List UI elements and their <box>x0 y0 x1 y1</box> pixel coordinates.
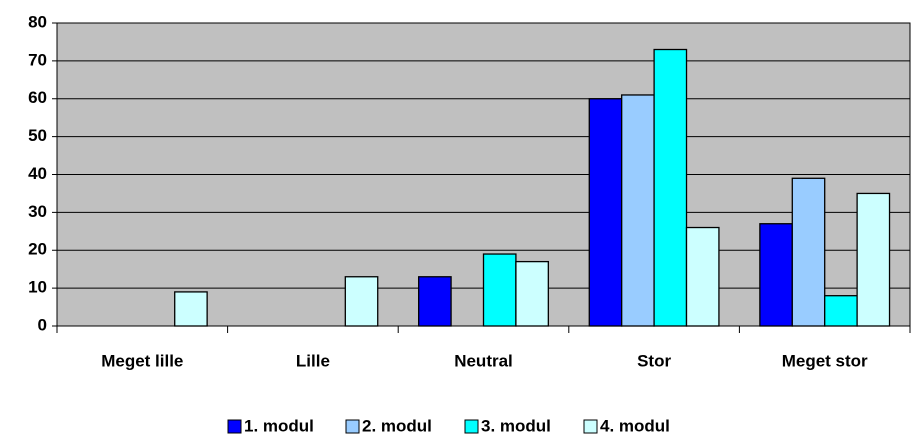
bar <box>621 94 655 327</box>
x-tick-label: Lille <box>296 351 330 370</box>
x-tick-label: Meget lille <box>101 351 183 370</box>
bar <box>824 295 858 327</box>
y-tick-label: 10 <box>28 278 47 297</box>
y-tick-label: 0 <box>38 315 47 334</box>
bar <box>418 276 452 327</box>
y-tick-label: 30 <box>28 202 47 221</box>
bar <box>759 223 793 327</box>
bar <box>791 177 826 327</box>
y-tick-label: 70 <box>28 50 47 69</box>
bar <box>653 48 688 327</box>
bar <box>482 253 517 327</box>
x-tick-label: Meget stor <box>782 351 868 370</box>
bar <box>588 98 623 327</box>
y-tick-label: 20 <box>28 240 47 259</box>
y-tick-label: 60 <box>28 88 47 107</box>
y-tick-label: 80 <box>28 12 47 31</box>
bar <box>685 226 720 327</box>
y-tick-label: 50 <box>28 126 47 145</box>
bar <box>856 192 891 327</box>
x-tick-label: Neutral <box>454 351 513 370</box>
legend-swatch <box>583 419 598 434</box>
legend-swatch <box>464 419 479 434</box>
legend-label: 1. modul <box>244 416 314 435</box>
legend-label: 2. modul <box>362 416 432 435</box>
y-tick-label: 40 <box>28 164 47 183</box>
legend-swatch <box>345 419 360 434</box>
legend-label: 4. modul <box>600 416 670 435</box>
legend-label: 3. modul <box>481 416 551 435</box>
bar <box>344 276 379 327</box>
bar <box>515 260 549 327</box>
legend-swatch <box>227 419 242 434</box>
x-tick-label: Stor <box>637 351 671 370</box>
bar <box>174 291 208 327</box>
